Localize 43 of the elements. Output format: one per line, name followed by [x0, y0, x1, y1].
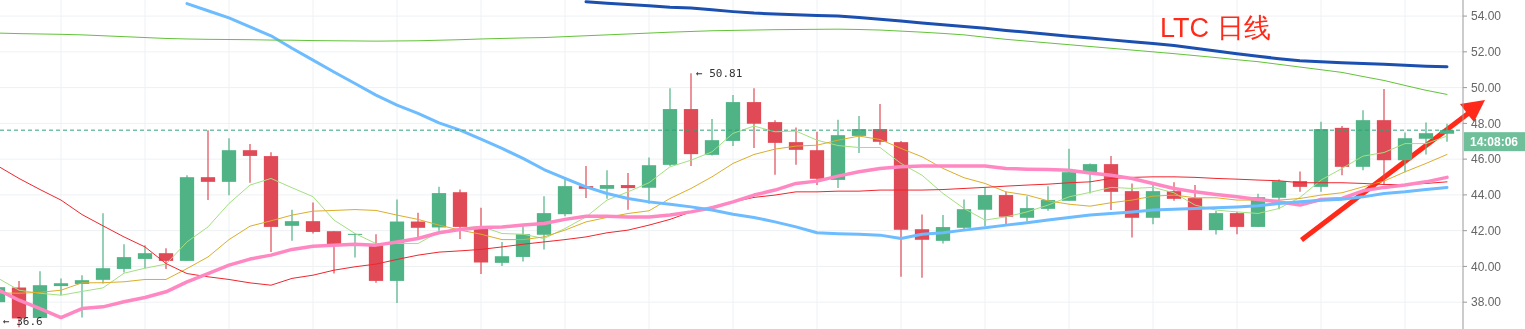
y-tick-label: 40.00: [1471, 259, 1502, 274]
annotation: ← 50.81: [696, 66, 743, 80]
text: 14:08:06: [1469, 134, 1519, 149]
candlestick: [956, 198, 972, 231]
line-series: [584, 0, 1449, 69]
candlestick: [137, 244, 153, 270]
candlestick: [305, 201, 321, 235]
y-tick-label: 38.00: [1471, 295, 1502, 310]
candlestick: [599, 169, 615, 200]
line-series: [0, 165, 1448, 286]
candlestick: [998, 191, 1014, 225]
candlestick: [95, 212, 111, 284]
text: LTC 日线: [1160, 13, 1271, 44]
y-tick-label: 54.00: [1471, 9, 1502, 24]
y-tick-label: 50.00: [1471, 80, 1502, 95]
line-series: [185, 2, 1449, 241]
candlestick: [1208, 210, 1224, 236]
candlestick: [242, 143, 258, 184]
y-tick-label: 52.00: [1471, 45, 1502, 60]
candlestick: [116, 243, 132, 274]
candlestick: [641, 156, 657, 205]
candlestick: [326, 230, 342, 274]
candlestick: [746, 87, 762, 149]
candlestick: [53, 277, 69, 296]
y-tick-label: 44.00: [1471, 188, 1502, 203]
candlestick: [1418, 121, 1434, 156]
candlestick: [494, 241, 510, 267]
candlestick: [620, 172, 636, 211]
annotation: ← 36.6: [3, 314, 43, 328]
candlestick: [851, 115, 867, 154]
y-tick-label: 42.00: [1471, 223, 1502, 238]
candlestick: [1271, 178, 1287, 210]
candlestick: [977, 187, 993, 227]
candlestick: [284, 209, 300, 242]
candlestick: [1229, 211, 1245, 235]
candlestick: [704, 118, 720, 157]
y-tick-label: 46.00: [1471, 152, 1502, 167]
candlestick: [200, 129, 216, 201]
candlestick: [1397, 131, 1413, 173]
y-tick-label: 48.00: [1471, 116, 1502, 131]
candlestick: [1439, 123, 1455, 143]
candlestick: [767, 119, 783, 176]
candlestick: [410, 212, 426, 238]
